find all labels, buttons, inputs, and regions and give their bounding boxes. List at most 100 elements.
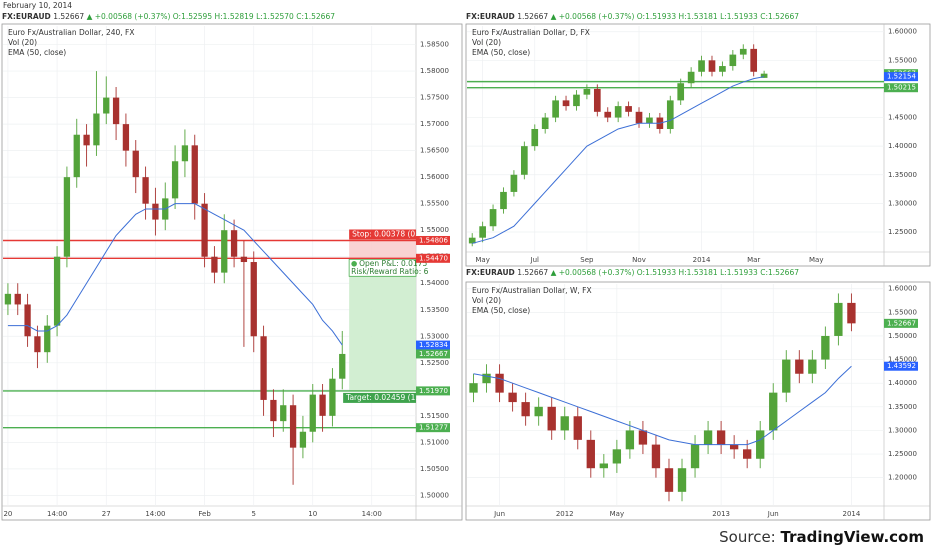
candle-body: [743, 449, 752, 459]
y-tick-label: 1.45000: [888, 356, 917, 364]
candle-body: [664, 468, 674, 492]
y-tick-label: 1.20000: [888, 474, 917, 482]
ema-line: [473, 365, 852, 446]
candle-body: [635, 111, 643, 124]
x-tick-label: 20: [3, 510, 12, 518]
candle-body: [677, 83, 685, 101]
quote: FX:EURAUD 1.52667 ▲ +0.00568 (+0.37%) O:…: [466, 268, 799, 277]
y-tick-label: 1.53500: [420, 306, 449, 314]
y-tick-label: 1.58000: [420, 67, 449, 75]
candle-body: [583, 88, 591, 95]
candle-body: [132, 150, 139, 178]
rr-label: Risk/Reward Ratio: 6: [351, 267, 429, 276]
y-tick-label: 1.25000: [888, 450, 917, 458]
y-tick-label: 1.55000: [420, 226, 449, 234]
candle-body: [638, 430, 648, 445]
candle-body: [122, 124, 130, 151]
pnl-label-box: [348, 258, 417, 277]
candle-body: [750, 48, 758, 72]
candle-body: [14, 293, 21, 305]
x-tick-label: May: [475, 256, 489, 264]
candle-body: [299, 431, 307, 448]
level-price-label: 1.51277: [419, 424, 448, 432]
candle-body: [560, 416, 569, 431]
candle-body: [625, 430, 635, 450]
price-label-box: [884, 318, 918, 328]
quote-part: ▲ +0.00568 (+0.37%): [551, 12, 635, 21]
candle-body: [479, 226, 486, 238]
candle-body: [834, 302, 843, 336]
x-tick-label: Nov: [632, 256, 646, 264]
candle-body: [625, 106, 632, 112]
chart-frame: [465, 281, 931, 521]
quote-part: 1.52667: [517, 12, 548, 21]
candle-body: [547, 406, 556, 431]
x-tick-label: Feb: [198, 510, 211, 518]
x-tick-label: 5: [252, 510, 256, 518]
candle-body: [612, 449, 622, 464]
y-tick-label: 1.35000: [888, 403, 917, 411]
y-tick-label: 1.55000: [888, 308, 917, 316]
price-label: 1.52667: [887, 319, 916, 327]
quote-part: C:1.52667: [296, 12, 335, 21]
target-label: Target: 0.02459 (1.5: [345, 393, 423, 402]
candle-body: [795, 359, 804, 374]
candle-body: [593, 88, 601, 112]
candle-body: [152, 203, 159, 220]
candle-body: [690, 444, 700, 469]
chart-title: Euro Fx/Australian Dollar, 240, FX: [8, 28, 135, 37]
y-tick-label: 1.60000: [888, 28, 917, 36]
y-tick-label: 1.52500: [420, 359, 449, 367]
candle-body: [586, 439, 595, 469]
price-label: 1.52834: [419, 341, 448, 349]
quote-part: L:1.52570: [256, 12, 294, 21]
candle-body: [211, 256, 218, 273]
chart-title: Euro Fx/Australian Dollar, D, FX: [472, 28, 590, 37]
price-label: 1.52154: [887, 73, 916, 81]
candle-body: [604, 111, 612, 118]
candle-body: [729, 54, 737, 67]
candle-body: [614, 106, 622, 118]
candle-body: [63, 177, 71, 257]
x-tick-label: 2013: [712, 510, 730, 518]
quote-part: H:1.53181: [679, 12, 718, 21]
candle-body: [280, 405, 287, 422]
candle-body: [201, 203, 208, 257]
candle-body: [599, 463, 608, 469]
candle-body: [729, 444, 739, 450]
y-tick-label: 1.56500: [420, 147, 449, 155]
indicator-label: Vol (20): [472, 38, 501, 47]
y-tick-label: 1.30000: [888, 199, 917, 207]
y-tick-label: 1.40000: [888, 379, 917, 387]
candle-body: [646, 117, 653, 124]
candle-body: [687, 71, 695, 84]
y-tick-label: 1.50000: [420, 491, 449, 499]
x-tick-label: Jul: [530, 256, 540, 264]
candle-body: [289, 405, 297, 448]
candle-body: [240, 256, 248, 263]
candle-body: [73, 134, 80, 178]
price-label-box: [884, 361, 918, 371]
target-label-box: [343, 392, 416, 403]
level-price-label: 1.54470: [419, 254, 448, 262]
candle-body: [469, 383, 478, 393]
ema-line: [472, 76, 765, 244]
candle-body: [339, 353, 346, 379]
candle-body: [191, 145, 198, 204]
candle-body: [83, 134, 90, 146]
candle-body: [112, 97, 120, 125]
candle-body: [495, 373, 504, 393]
y-tick-label: 1.50000: [888, 332, 917, 340]
pnl-label: Open P&L: 0.0175: [359, 259, 427, 268]
x-tick-label: Jun: [767, 510, 779, 518]
quote-part: O:1.51933: [637, 268, 677, 277]
quote: FX:EURAUD 1.52667 ▲ +0.00568 (+0.37%) O:…: [466, 12, 799, 21]
quote-part: FX:EURAUD: [466, 268, 515, 277]
candle-body: [500, 191, 507, 210]
y-tick-label: 1.30000: [888, 426, 917, 434]
y-tick-label: 1.54000: [420, 279, 449, 287]
candle-body: [270, 399, 277, 422]
quote-part: O:1.52595: [173, 12, 213, 21]
y-tick-label: 1.51500: [420, 412, 449, 420]
candle-body: [769, 392, 778, 431]
